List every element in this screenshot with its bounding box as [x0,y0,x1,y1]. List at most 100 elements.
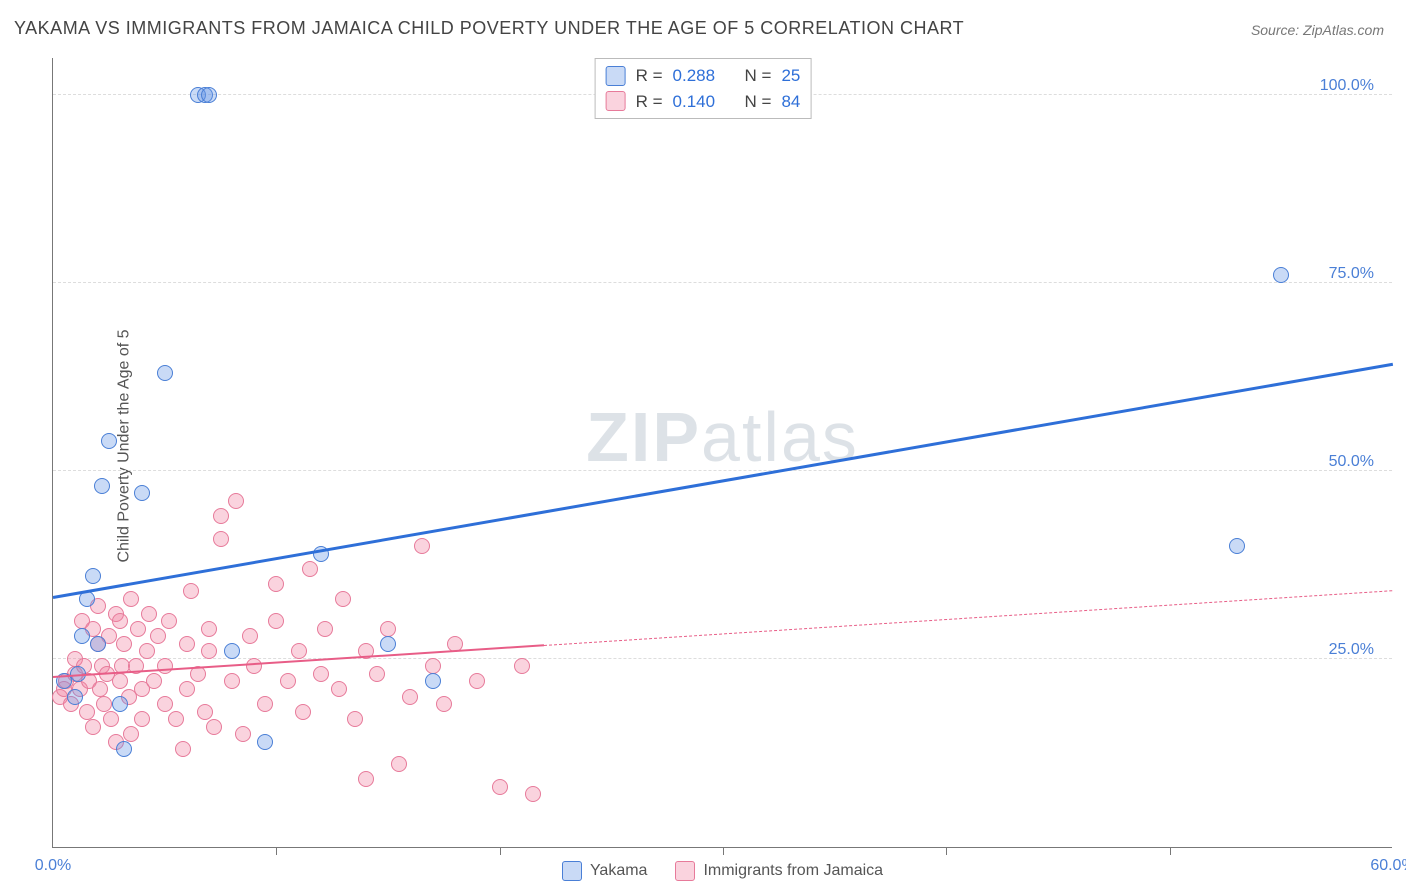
xtick-label: 0.0% [35,857,71,875]
stats-swatch-b [606,91,626,111]
data-point-a [224,643,240,659]
data-point-b [280,673,296,689]
data-point-b [213,508,229,524]
data-point-b [150,628,166,644]
data-point-b [146,673,162,689]
plot-area: ZIPatlas Yakama Immigrants from Jamaica … [52,58,1392,848]
data-point-a [74,628,90,644]
data-point-b [436,696,452,712]
legend-label-a: Yakama [590,862,648,880]
data-point-b [161,613,177,629]
data-point-b [92,681,108,697]
data-point-b [358,771,374,787]
data-point-a [90,636,106,652]
data-point-b [242,628,258,644]
data-point-b [295,704,311,720]
data-point-b [235,726,251,742]
legend-label-b: Immigrants from Jamaica [703,862,883,880]
legend-item-a: Yakama [562,861,648,881]
data-point-a [94,478,110,494]
data-point-b [79,704,95,720]
gridline-h [53,282,1392,283]
data-point-b [141,606,157,622]
stats-r-a: 0.288 [673,63,716,89]
data-point-b [197,704,213,720]
data-point-a [425,673,441,689]
xtick-label: 60.0% [1370,857,1406,875]
data-point-b [96,696,112,712]
data-point-b [291,643,307,659]
data-point-b [201,621,217,637]
data-point-b [317,621,333,637]
data-point-b [425,658,441,674]
chart-title: YAKAMA VS IMMIGRANTS FROM JAMAICA CHILD … [14,18,964,39]
data-point-a [85,568,101,584]
data-point-b [206,719,222,735]
data-point-b [157,658,173,674]
data-point-a [380,636,396,652]
data-point-a [116,741,132,757]
data-point-b [157,696,173,712]
data-point-b [179,681,195,697]
data-point-a [1273,267,1289,283]
data-point-b [492,779,508,795]
stats-swatch-a [606,66,626,86]
data-point-a [201,87,217,103]
data-point-b [201,643,217,659]
data-point-a [101,433,117,449]
data-point-b [116,636,132,652]
data-point-a [67,689,83,705]
xtick-mark [276,847,277,855]
data-point-b [380,621,396,637]
legend: Yakama Immigrants from Jamaica [53,861,1392,881]
data-point-a [134,485,150,501]
legend-swatch-b [675,861,695,881]
data-point-b [268,576,284,592]
data-point-b [123,726,139,742]
data-point-b [213,531,229,547]
data-point-b [123,591,139,607]
stats-row-a: R = 0.288 N = 25 [606,63,801,89]
stats-box: R = 0.288 N = 25 R = 0.140 N = 84 [595,58,812,119]
stats-n-a: 25 [781,63,800,89]
data-point-b [134,711,150,727]
xtick-mark [946,847,947,855]
data-point-b [514,658,530,674]
data-point-b [313,666,329,682]
gridline-h [53,470,1392,471]
data-point-b [246,658,262,674]
data-point-b [85,719,101,735]
data-point-b [103,711,119,727]
xtick-mark [500,847,501,855]
ytick-label: 25.0% [1329,641,1374,659]
data-point-b [112,673,128,689]
data-point-b [391,756,407,772]
data-point-b [183,583,199,599]
data-point-b [175,741,191,757]
legend-swatch-a [562,861,582,881]
trend-line [544,590,1393,646]
data-point-b [402,689,418,705]
data-point-a [112,696,128,712]
data-point-b [347,711,363,727]
data-point-b [179,636,195,652]
data-point-a [257,734,273,750]
data-point-b [139,643,155,659]
ytick-label: 100.0% [1320,77,1374,95]
ytick-label: 50.0% [1329,453,1374,471]
data-point-a [1229,538,1245,554]
data-point-b [228,493,244,509]
trend-line [53,363,1394,599]
xtick-mark [1170,847,1171,855]
data-point-b [257,696,273,712]
data-point-b [414,538,430,554]
stats-row-b: R = 0.140 N = 84 [606,89,801,115]
data-point-b [335,591,351,607]
data-point-b [302,561,318,577]
ytick-label: 75.0% [1329,265,1374,283]
stats-n-b: 84 [781,89,800,115]
stats-r-b: 0.140 [673,89,716,115]
source-label: Source: ZipAtlas.com [1251,22,1384,38]
data-point-b [469,673,485,689]
data-point-b [112,613,128,629]
